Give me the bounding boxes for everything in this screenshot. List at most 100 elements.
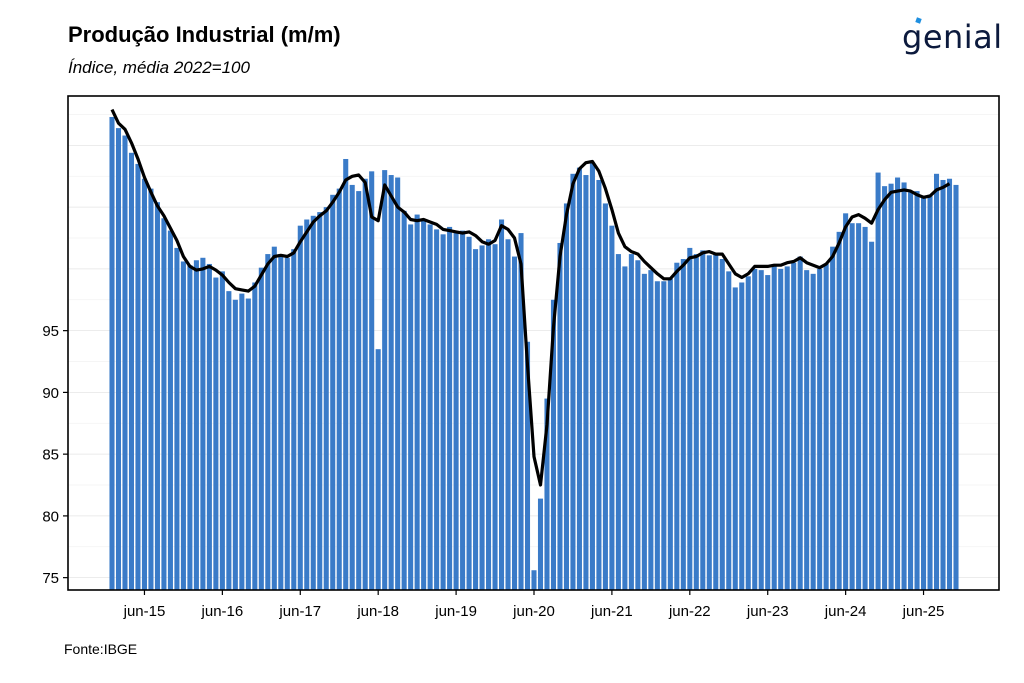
bar [843, 213, 849, 590]
bar [180, 261, 186, 590]
bar [869, 241, 875, 591]
brand-logo-text: genial [902, 18, 1003, 56]
bar [128, 152, 135, 590]
bar [258, 267, 264, 590]
y-tick-label: 95 [42, 323, 59, 340]
bar [511, 256, 518, 590]
bar [317, 212, 323, 590]
bar [473, 249, 479, 590]
bar [479, 245, 485, 590]
bar [252, 282, 258, 590]
bar [674, 262, 680, 590]
bar [453, 231, 459, 590]
bar [193, 260, 199, 590]
bar [771, 266, 777, 590]
chart-title: Produção Industrial (m/m) [68, 22, 341, 47]
bar [719, 259, 725, 590]
bar [524, 341, 531, 590]
bar [265, 254, 271, 590]
bar [219, 271, 225, 590]
bar [239, 293, 245, 590]
y-tick-label: 90 [42, 385, 59, 402]
x-tick-label: jun-15 [123, 603, 166, 620]
bar [739, 282, 745, 590]
y-tick-label: 75 [42, 570, 59, 587]
bar [576, 167, 582, 590]
bar [836, 231, 842, 590]
bar [518, 233, 524, 590]
bar [141, 178, 147, 590]
bar [641, 273, 647, 590]
bar [557, 242, 563, 590]
chart-subtitle: Índice, média 2022=100 [68, 58, 250, 77]
bar [167, 230, 173, 591]
bar [914, 191, 920, 590]
x-tick-label: jun-25 [902, 603, 945, 620]
bar [187, 265, 193, 590]
bar [492, 244, 498, 590]
y-axis: 75 80 85 90 95 [42, 323, 68, 587]
bar [375, 349, 381, 590]
bar [206, 263, 212, 590]
bar [505, 239, 511, 590]
bar [382, 170, 388, 590]
bar [284, 257, 290, 590]
bar [609, 225, 615, 591]
bar [661, 281, 667, 590]
bar [440, 234, 446, 590]
bar [628, 254, 634, 590]
bar [927, 194, 933, 591]
bar [849, 223, 855, 590]
bar-series [109, 116, 959, 591]
x-tick-label: jun-16 [201, 603, 244, 620]
trend-line [110, 108, 951, 487]
bar [784, 266, 790, 590]
bar [862, 226, 868, 590]
bar [797, 256, 803, 590]
bar [687, 247, 693, 590]
bar [602, 203, 608, 590]
bar [369, 171, 375, 590]
bar [232, 299, 238, 590]
bar [135, 163, 141, 591]
bar [343, 158, 349, 591]
bar [745, 276, 751, 590]
bar [499, 219, 505, 590]
bar [388, 175, 394, 591]
bar [174, 247, 180, 590]
bar [882, 186, 888, 590]
bar [713, 252, 719, 590]
bar [706, 255, 712, 590]
x-axis: jun-15 jun-16 jun-17 jun-18 jun-19 jun-20 jun-… [123, 590, 945, 620]
bar [693, 254, 699, 590]
bar [460, 230, 466, 591]
bar [856, 223, 862, 590]
bar [596, 179, 602, 591]
bar [349, 184, 355, 591]
x-tick-label: jun-18 [356, 603, 399, 620]
bar [810, 273, 816, 590]
brand-logo: genial [902, 17, 1003, 56]
bar [940, 179, 946, 591]
bar [622, 266, 628, 590]
bar [830, 246, 836, 591]
bar [421, 220, 427, 591]
bar [122, 135, 128, 590]
bar [245, 298, 251, 590]
bar [154, 202, 160, 590]
bar [895, 177, 901, 590]
bar [226, 291, 232, 590]
bar [323, 207, 329, 590]
bar [901, 182, 907, 590]
bar [401, 210, 407, 591]
bar [732, 287, 738, 590]
bar [537, 498, 544, 590]
bar [570, 173, 576, 590]
source-note: Fonte:IBGE [64, 641, 138, 657]
x-tick-label: jun-23 [746, 603, 789, 620]
bar [550, 299, 557, 590]
bar [531, 570, 537, 590]
bar [953, 184, 959, 591]
bar [330, 194, 336, 591]
